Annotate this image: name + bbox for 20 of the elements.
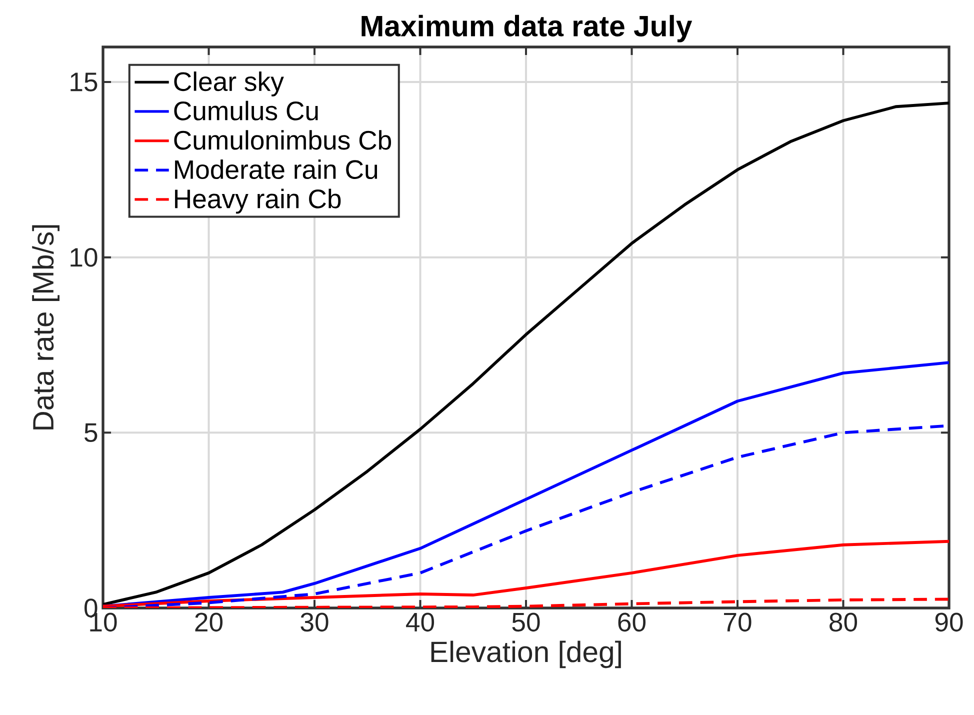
legend-label: Moderate rain Cu xyxy=(175,159,378,180)
legend-label: Cumulonimbus Cb xyxy=(174,130,392,150)
x-tick-label: 20 xyxy=(195,612,223,632)
legend-label: Clear sky xyxy=(174,71,284,96)
x-tick-label: 30 xyxy=(300,612,328,632)
x-tick-label: 70 xyxy=(724,612,752,632)
x-tick-label: 90 xyxy=(935,612,963,632)
x-tick-label: 40 xyxy=(406,612,434,632)
x-tick-label: 80 xyxy=(830,612,858,632)
chart-title: Maximum data rate July xyxy=(362,14,692,42)
y-tick-label: 5 xyxy=(84,423,98,442)
legend-label: Cumulus Cu xyxy=(174,100,318,120)
y-axis-title: Data rate [Mb/s] xyxy=(32,225,60,430)
legend-label: Heavy rain Cb xyxy=(175,188,341,214)
y-tick-label: 15 xyxy=(70,72,98,92)
x-axis-title: Elevation [deg] xyxy=(431,640,621,668)
x-tick-label: 60 xyxy=(618,612,646,632)
y-tick-label: 10 xyxy=(70,248,98,267)
line-series xyxy=(103,102,950,606)
x-tick-label: 50 xyxy=(512,612,540,632)
